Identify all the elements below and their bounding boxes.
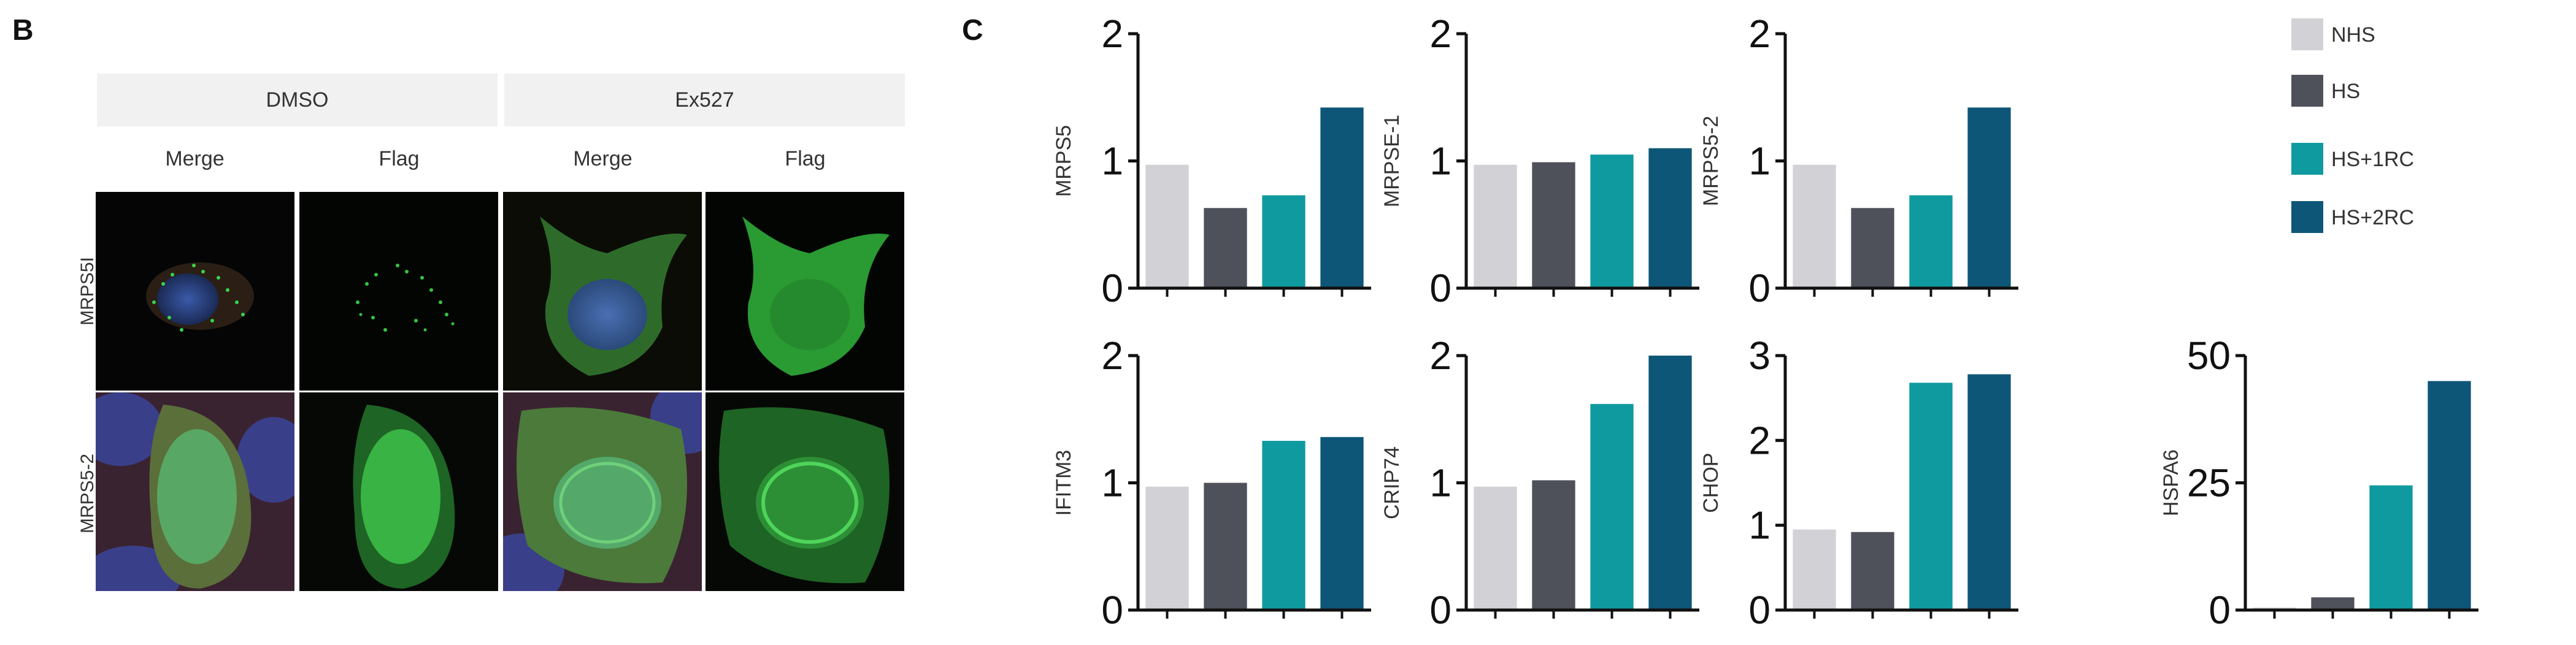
y-tick-label-5-1: 1 — [1748, 503, 1771, 548]
legend-swatch-hs — [2291, 75, 2323, 107]
column-label-flag-ex527: Flag — [785, 147, 826, 170]
legend-label-hs-2rc: HS+2RC — [2331, 206, 2415, 229]
bar-4-3 — [1648, 356, 1692, 610]
bar-1-0 — [1474, 164, 1517, 288]
bar-1-3 — [1648, 148, 1692, 288]
y-tick-label-5-0: 0 — [1748, 588, 1771, 632]
y-axis-label-3: IFITM3 — [1052, 450, 1075, 516]
bar-1-2 — [1590, 155, 1634, 288]
bar-3-2 — [1262, 441, 1305, 610]
bar-2-1 — [1851, 208, 1894, 288]
bar-6-1 — [2311, 597, 2355, 610]
micrograph-row1-flag-dmso — [299, 192, 498, 391]
chart-5: 0 1 2 3 CHOP — [1699, 334, 2018, 632]
bar-3-3 — [1320, 437, 1364, 610]
bar-0-1 — [1204, 208, 1247, 288]
bar-6-2 — [2369, 485, 2413, 610]
legend-swatch-hs-2rc — [2291, 201, 2323, 233]
panel-c-letter: C — [962, 14, 983, 47]
y-axis-label-6: HSPA6 — [2159, 449, 2183, 516]
y-axis-label-5: CHOP — [1699, 452, 1723, 513]
bar-5-3 — [1967, 374, 2011, 610]
micrograph-row2-merge-dmso — [96, 392, 294, 591]
legend-label-hs-1rc: HS+1RC — [2331, 148, 2415, 171]
bar-0-0 — [1145, 164, 1189, 288]
y-tick-label-4-0: 0 — [1429, 588, 1451, 632]
legend-swatch-hs-1rc — [2291, 143, 2323, 175]
y-axis-label-2: MRPS5-2 — [1699, 116, 1723, 206]
micrograph-row1-merge-ex527 — [503, 192, 702, 391]
bar-2-3 — [1967, 107, 2011, 288]
chart-3: 0 1 2 IFITM3 — [1052, 334, 1371, 632]
y-axis-label-0: MRPS5 — [1052, 125, 1075, 197]
y-tick-label-0-1: 1 — [1101, 139, 1123, 183]
y-tick-label-6-1: 25 — [2187, 461, 2231, 505]
bar-5-1 — [1851, 532, 1894, 610]
y-tick-label-4-1: 1 — [1429, 461, 1451, 505]
bar-0-2 — [1262, 195, 1305, 288]
y-tick-label-4-2: 2 — [1429, 334, 1451, 378]
bar-5-2 — [1909, 383, 1953, 610]
condition-header-ex527: Ex527 — [504, 74, 905, 126]
bar-2-0 — [1793, 164, 1836, 288]
y-tick-label-3-0: 0 — [1101, 588, 1123, 632]
y-tick-label-1-2: 2 — [1429, 12, 1451, 56]
y-axis-label-4: CRIP74 — [1380, 446, 1404, 519]
chart-6: 0 25 50 HSPA6 — [2159, 334, 2478, 632]
y-tick-label-5-3: 3 — [1748, 334, 1771, 378]
column-label-merge-dmso: Merge — [165, 147, 225, 170]
y-tick-label-0-2: 2 — [1101, 12, 1123, 56]
bar-5-0 — [1793, 529, 1836, 610]
bar-6-3 — [2428, 381, 2471, 610]
micrograph-row2-merge-ex527 — [503, 392, 702, 591]
chart-0: 0 1 2 MRPS5 — [1052, 12, 1371, 310]
y-tick-label-2-2: 2 — [1748, 12, 1771, 56]
y-tick-label-3-2: 2 — [1101, 334, 1123, 378]
legend-swatch-nhs — [2291, 18, 2323, 50]
y-tick-label-5-2: 2 — [1748, 418, 1771, 462]
bar-3-1 — [1204, 483, 1247, 610]
y-tick-label-1-0: 0 — [1429, 266, 1451, 310]
chart-2: 0 1 2 MRPS5-2 — [1699, 12, 2018, 310]
bar-1-1 — [1532, 162, 1575, 288]
micrograph-row1-flag-ex527 — [706, 192, 904, 391]
y-tick-label-2-0: 0 — [1748, 266, 1771, 310]
micrograph-row2-flag-ex527 — [706, 392, 904, 591]
y-tick-label-1-1: 1 — [1429, 139, 1451, 183]
bar-4-2 — [1590, 403, 1634, 610]
legend-label-nhs: NHS — [2331, 23, 2375, 47]
column-label-merge-ex527: Merge — [573, 147, 632, 170]
y-tick-label-3-1: 1 — [1101, 461, 1123, 505]
bar-0-3 — [1320, 107, 1364, 288]
column-label-flag-dmso: Flag — [379, 147, 420, 170]
chart-1: 0 1 2 MRPSE-1 — [1380, 12, 1699, 310]
bar-4-0 — [1474, 486, 1517, 610]
y-tick-label-6-2: 50 — [2187, 334, 2231, 378]
bar-3-0 — [1145, 486, 1189, 610]
micrograph-row1-merge-dmso — [96, 192, 294, 391]
y-tick-label-6-0: 0 — [2209, 588, 2231, 632]
y-axis-label-1: MRPSE-1 — [1380, 115, 1404, 207]
micrograph-row2-flag-dmso — [299, 392, 498, 591]
chart-4: 0 1 2 CRIP74 — [1380, 334, 1699, 632]
bar-4-1 — [1532, 480, 1575, 610]
condition-header-dmso: DMSO — [97, 74, 498, 126]
y-tick-label-2-1: 1 — [1748, 139, 1771, 183]
bar-2-2 — [1909, 195, 1953, 288]
panel-b-letter: B — [12, 14, 34, 47]
legend-label-hs: HS — [2331, 80, 2361, 103]
y-tick-label-0-0: 0 — [1101, 266, 1123, 310]
